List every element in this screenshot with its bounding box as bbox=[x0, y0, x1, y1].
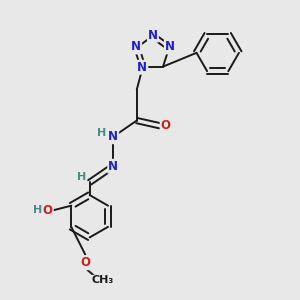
Text: N: N bbox=[165, 40, 175, 53]
Text: N: N bbox=[137, 61, 147, 74]
Text: N: N bbox=[148, 29, 158, 42]
Text: N: N bbox=[108, 160, 118, 173]
Text: H: H bbox=[33, 206, 42, 215]
Text: N: N bbox=[131, 40, 141, 53]
Text: O: O bbox=[80, 256, 90, 269]
Text: N: N bbox=[108, 130, 118, 143]
Text: O: O bbox=[43, 204, 53, 217]
Text: H: H bbox=[77, 172, 86, 182]
Text: H: H bbox=[98, 128, 106, 138]
Text: O: O bbox=[160, 119, 171, 132]
Text: CH₃: CH₃ bbox=[92, 275, 114, 285]
